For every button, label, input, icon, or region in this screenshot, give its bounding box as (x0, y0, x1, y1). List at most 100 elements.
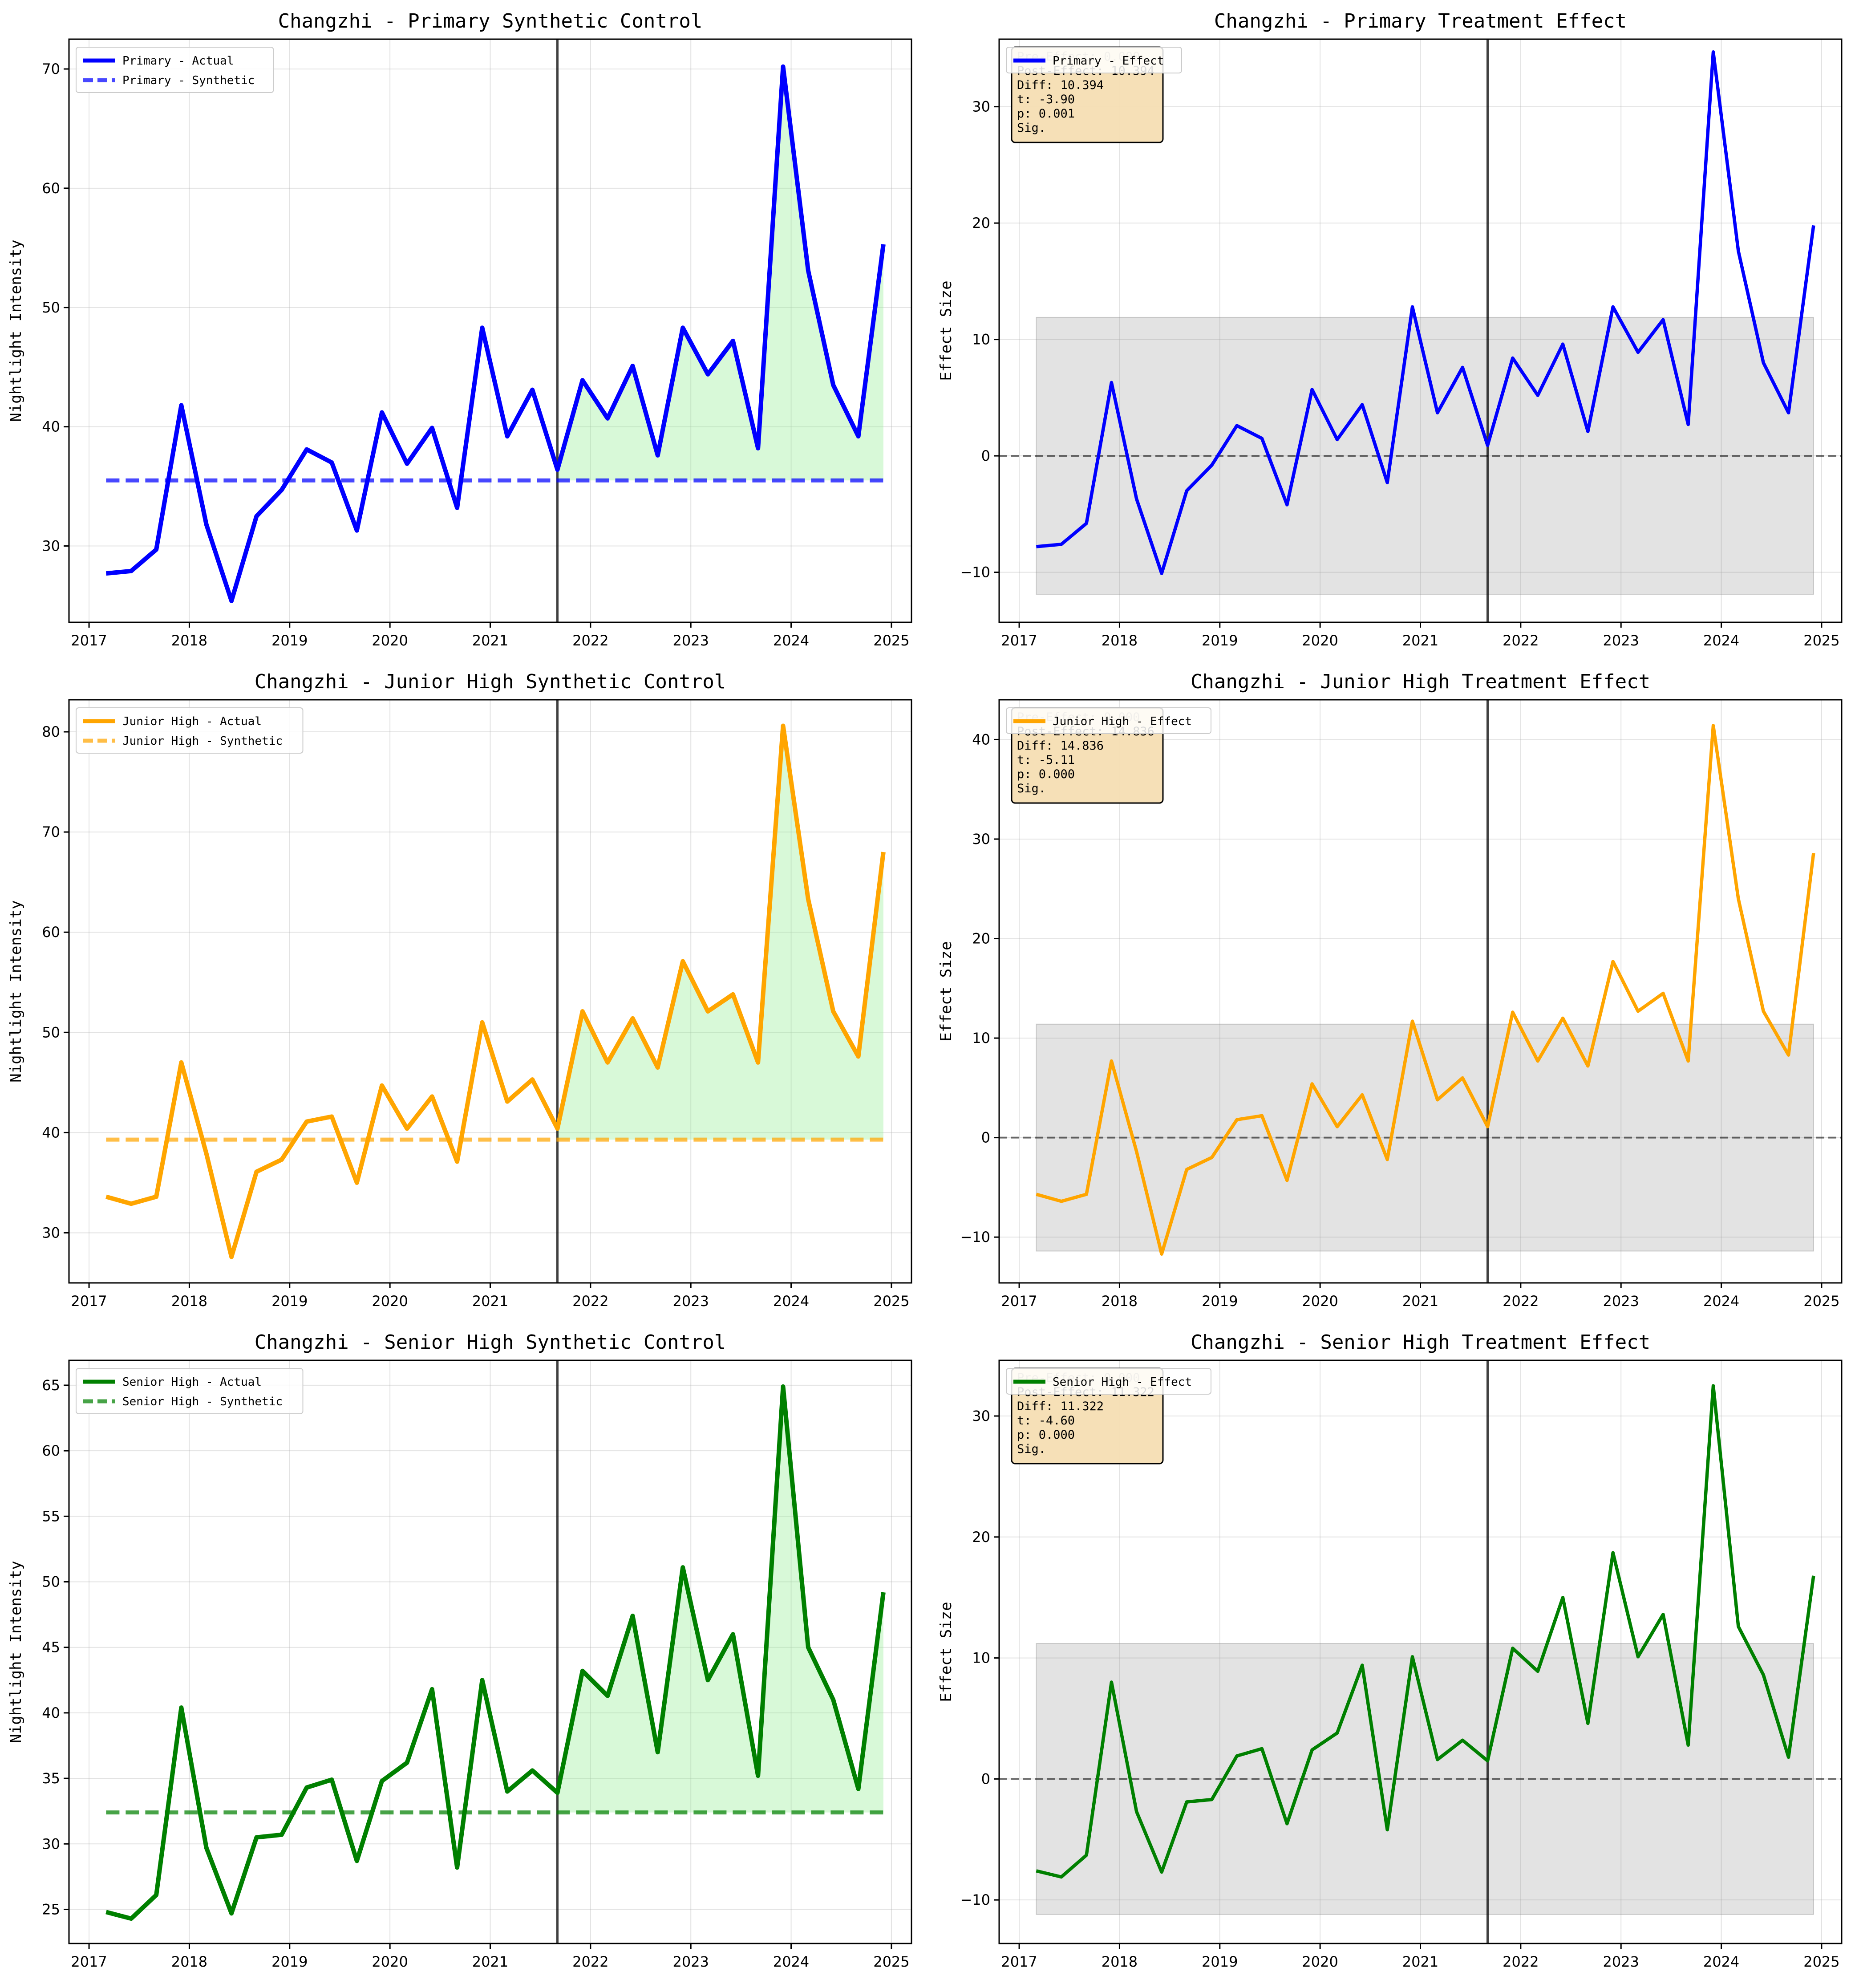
y-tick-label: 20 (972, 930, 990, 947)
post-treatment-gap-fill (557, 1386, 883, 1813)
panel-title: Changzhi - Senior High Treatment Effect (1191, 1331, 1650, 1354)
stats-line: t: -5.11 (1017, 753, 1075, 767)
x-tick-label: 2018 (171, 1953, 207, 1970)
stats-line: t: -3.90 (1017, 93, 1075, 106)
y-tick-label: 65 (42, 1377, 60, 1394)
legend-box (76, 1368, 304, 1414)
x-tick-label: 2019 (271, 1953, 308, 1970)
y-tick-label: 0 (981, 1770, 990, 1787)
series-line-primary-effect (1036, 50, 1815, 575)
x-tick-label: 2022 (1503, 1293, 1539, 1310)
plot-area (999, 39, 1842, 622)
x-tick-label: 2024 (1703, 1953, 1739, 1970)
stats-line: p: 0.000 (1017, 767, 1075, 781)
x-tick-label: 2021 (472, 1953, 508, 1970)
x-tick-label: 2025 (1803, 1953, 1839, 1970)
chart-panel-senior-sc: 2017 2018 2019 2020 2021 2022 2023 2024 2025 25 30… (7, 1331, 912, 1970)
x-tick-label: 2017 (71, 1293, 107, 1310)
x-tick-label: 2023 (1603, 1293, 1639, 1310)
y-tick-label: 40 (42, 1704, 60, 1721)
panel-title: Changzhi - Primary Synthetic Control (278, 10, 703, 32)
x-tick-label: 2017 (1001, 1953, 1037, 1970)
plot-area (105, 39, 886, 622)
x-tick-label: 2022 (572, 632, 608, 649)
series-line-primary-actual (105, 64, 886, 603)
x-tick-label: 2019 (271, 1293, 308, 1310)
chart-panel-primary-te: 2017 2018 2019 2020 2021 2022 2023 2024 2025 −10 0… (937, 10, 1843, 649)
x-tick-label: 2023 (672, 1293, 709, 1310)
y-tick-label: −10 (960, 1229, 990, 1246)
y-axis-label: Effect Size (937, 941, 955, 1041)
x-tick-label: 2021 (1402, 1953, 1438, 1970)
y-tick-label: 25 (42, 1901, 60, 1918)
stats-line: t: -4.60 (1017, 1414, 1075, 1428)
y-tick-label: 50 (42, 1574, 60, 1590)
legend-label: Senior High - Actual (122, 1375, 262, 1389)
x-tick-label: 2022 (572, 1953, 608, 1970)
x-tick-label: 2018 (171, 1293, 207, 1310)
x-tick-label: 2021 (472, 632, 508, 649)
series-line-junior-high-effect (1036, 724, 1815, 1256)
y-tick-label: 10 (972, 1650, 990, 1667)
x-tick-label: 2023 (1603, 632, 1639, 649)
stats-line: p: 0.000 (1017, 1428, 1075, 1442)
chart-panel-primary-sc: 2017 2018 2019 2020 2021 2022 2023 2024 2025 30 40… (7, 10, 912, 649)
panel-title: Changzhi - Senior High Synthetic Control (255, 1331, 726, 1354)
y-tick-label: 45 (42, 1639, 60, 1656)
x-tick-label: 2018 (1102, 632, 1138, 649)
x-tick-label: 2018 (1102, 1293, 1138, 1310)
y-tick-label: 40 (42, 1124, 60, 1141)
y-tick-label: 30 (972, 1408, 990, 1424)
legend-label: Junior High - Synthetic (122, 734, 283, 748)
stats-line: Diff: 10.394 (1017, 78, 1104, 92)
y-tick-label: 50 (42, 299, 60, 316)
y-tick-label: −10 (960, 564, 990, 581)
post-treatment-gap-fill (557, 726, 883, 1140)
y-axis-label: Nightlight Intensity (7, 1561, 25, 1743)
y-tick-label: 0 (981, 447, 990, 464)
stats-line: p: 0.001 (1017, 107, 1075, 121)
y-tick-label: 50 (42, 1024, 60, 1041)
plot-area (999, 1360, 1842, 1943)
x-tick-label: 2020 (372, 1293, 408, 1310)
x-tick-label: 2017 (1001, 632, 1037, 649)
stats-line: Sig. (1017, 1442, 1046, 1456)
x-tick-label: 2025 (1803, 632, 1839, 649)
x-tick-label: 2025 (873, 1293, 909, 1310)
x-tick-label: 2024 (773, 1293, 809, 1310)
y-tick-label: 70 (42, 61, 60, 77)
x-tick-label: 2023 (672, 1953, 709, 1970)
x-tick-label: 2018 (1102, 1953, 1138, 1970)
legend-label: Primary - Effect (1053, 54, 1164, 68)
x-tick-label: 2019 (1202, 1953, 1238, 1970)
x-tick-label: 2025 (873, 1953, 909, 1970)
y-tick-label: 20 (972, 215, 990, 231)
y-tick-label: 30 (42, 538, 60, 555)
y-axis-label: Nightlight Intensity (7, 900, 25, 1082)
stats-line: Diff: 11.322 (1017, 1400, 1104, 1413)
x-tick-label: 2019 (1202, 1293, 1238, 1310)
series-line-junior-high-actual (105, 723, 886, 1259)
x-tick-label: 2020 (372, 1953, 408, 1970)
x-tick-label: 2021 (1402, 1293, 1438, 1310)
x-tick-label: 2020 (372, 632, 408, 649)
x-tick-label: 2024 (773, 1953, 809, 1970)
y-axis-label: Nightlight Intensity (7, 239, 25, 422)
x-tick-label: 2017 (1001, 1293, 1037, 1310)
chart-panel-senior-te: 2017 2018 2019 2020 2021 2022 2023 2024 2025 −10 0… (937, 1331, 1843, 1970)
post-treatment-gap-fill (557, 66, 883, 481)
series-line-senior-high-effect (1036, 1384, 1815, 1879)
y-tick-label: 35 (42, 1770, 60, 1787)
y-tick-label: 30 (42, 1224, 60, 1241)
legend-label: Senior High - Synthetic (122, 1395, 283, 1408)
x-tick-label: 2018 (171, 632, 207, 649)
x-tick-label: 2025 (873, 632, 909, 649)
legend-label: Primary - Synthetic (122, 74, 255, 87)
stats-line: Sig. (1017, 782, 1046, 795)
x-tick-label: 2023 (672, 632, 709, 649)
y-tick-label: 0 (981, 1129, 990, 1146)
x-tick-label: 2020 (1302, 1293, 1338, 1310)
stats-line: Diff: 14.836 (1017, 739, 1104, 753)
y-tick-label: 60 (42, 180, 60, 197)
